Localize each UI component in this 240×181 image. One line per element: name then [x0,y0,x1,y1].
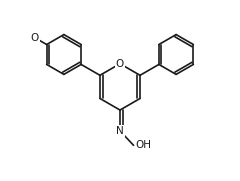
Text: O: O [31,33,39,43]
Text: N: N [116,126,124,136]
Text: O: O [116,59,124,69]
Text: OH: OH [135,140,151,150]
